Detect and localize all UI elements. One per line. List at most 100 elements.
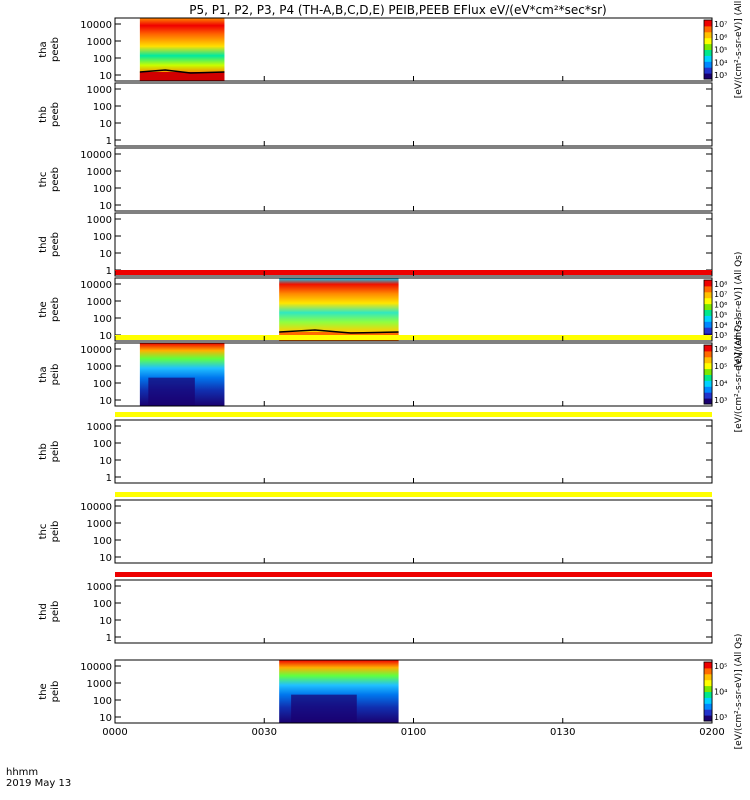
ylabel-probe: the [38,683,49,699]
ytick-label: 10 [99,331,112,342]
low-flux-region [148,377,195,406]
colorbar-frame [703,661,713,722]
ytick-label: 100 [93,439,112,450]
ytick-label: 100 [93,184,112,195]
colorbar-swatch [704,662,712,669]
colorbar-swatch [704,291,712,299]
colorbar-tick-label: 10⁴ [714,379,727,388]
colorbar-frame [703,344,713,405]
ylabel-product: peib [50,681,61,703]
ylabel-probe: tha [38,366,49,382]
ytick-label: 100 [93,54,112,65]
ylabel-probe: thc [38,524,49,540]
colorbar-swatch [704,315,712,322]
time-corner-label: hhmm [6,767,38,778]
colorbar-swatch [704,20,712,27]
ylabel-product: peeb [50,167,61,192]
colorbar-swatch [704,280,712,287]
colorbar-swatch [704,380,712,387]
ytick-label: 100 [93,536,112,547]
colorbar-swatch [704,25,712,33]
panel-frame [114,579,713,644]
ylabel-product: peib [50,441,61,463]
ytick-label: 10 [99,71,112,82]
ytick-label: 10 [99,616,112,627]
panel-thc-peib: 10 100 1000 10000 thc peib [38,492,713,564]
ytick-label: 1 [106,633,112,644]
colorbar-swatch [704,73,712,80]
colorbar-swatch [704,715,712,722]
colorbar-frame [703,19,713,80]
panel-frame [114,147,713,212]
ytick-label: 10000 [80,345,112,356]
colorbar-label: [eV/(cm²-s-sr-eV)] (All [734,1,744,99]
ytick-label: 10000 [80,150,112,161]
ytick-label: 10 [99,396,112,407]
colorbar-tick-label: 10³ [714,331,727,340]
colorbar-swatch [704,679,712,687]
panel-thb-peeb: 1 10 100 1000 thb peeb [38,82,713,147]
colorbar-swatch [704,673,712,681]
colorbar-tick-label: 10⁴ [714,321,727,330]
colorbar-tick-label: 10⁵ [714,311,727,320]
colorbar-tick-label: 10⁴ [714,58,727,67]
ytick-label: 1000 [87,519,112,530]
ylabel-product: peib [50,601,61,623]
colorbar-label: [eV/(cm²-s-sr-eV)] (All Qs) [734,252,744,368]
status-bar-red [115,572,712,577]
ytick-label: 1 [106,473,112,484]
colorbar-swatch [704,345,712,352]
colorbar-tick-label: 10⁵ [714,662,727,671]
ylabel-probe: thd [38,603,49,620]
panel-thd-peib: 1 10 100 1000 thd peib [38,572,713,644]
colorbar-tick-label: 10⁶ [714,300,727,309]
panel-frame [114,277,713,342]
colorbar-swatch [704,297,712,305]
ytick-label: 1 [106,266,112,277]
colorbar-swatch [704,697,712,704]
colorbar-tick-label: 10⁴ [714,688,727,697]
ytick-label: 100 [93,599,112,610]
panel-frame [114,419,713,484]
colorbar-tick-label: 10⁷ [714,290,727,299]
colorbar-swatch [704,362,712,370]
time-tick-label: 0000 [102,727,127,738]
potential-trace [279,329,399,334]
ylabel-probe: thb [38,443,49,460]
potential-trace [139,69,225,74]
ytick-label: 100 [93,102,112,113]
ylabel-probe: thd [38,236,49,253]
colorbar-tick-label: 10⁵ [714,46,727,55]
ytick-label: 10 [99,713,112,724]
colorbar-swatch [704,37,712,45]
panel-frame [114,82,713,147]
colorbar-swatch [704,386,712,393]
time-tick-label: 0100 [401,727,426,738]
ytick-label: 10 [99,119,112,130]
colorbar-swatch [704,67,712,74]
ytick-label: 1000 [87,85,112,96]
status-bar-yellow [115,412,712,417]
panel-frame [114,499,713,564]
colorbar-swatch [704,374,712,381]
colorbar-swatch [704,31,712,39]
time-axis: hhmm 2019 May 13 0000 0030 0100 0130 0200 [6,76,725,789]
ytick-label: 10000 [80,502,112,513]
ytick-label: 10000 [80,20,112,31]
ylabel-probe: thc [38,172,49,188]
colorbar-swatch [704,61,712,68]
colorbar-swatch [704,667,712,675]
ytick-label: 10 [99,553,112,564]
ylabel-product: peeb [50,297,61,322]
ytick-label: 1000 [87,422,112,433]
ylabel-probe: thb [38,106,49,123]
colorbar-tick-label: 10³ [714,71,727,80]
ylabel-product: peeb [50,37,61,62]
colorbar-label: [eV/(cm²-s-sr-eV)] (All Qs) [734,634,744,750]
ytick-label: 1 [106,136,112,147]
ytick-label: 10 [99,456,112,467]
chart-title: P5, P1, P2, P3, P4 (TH-A,B,C,D,E) PEIB,P… [189,3,606,17]
colorbar-swatch [704,321,712,328]
